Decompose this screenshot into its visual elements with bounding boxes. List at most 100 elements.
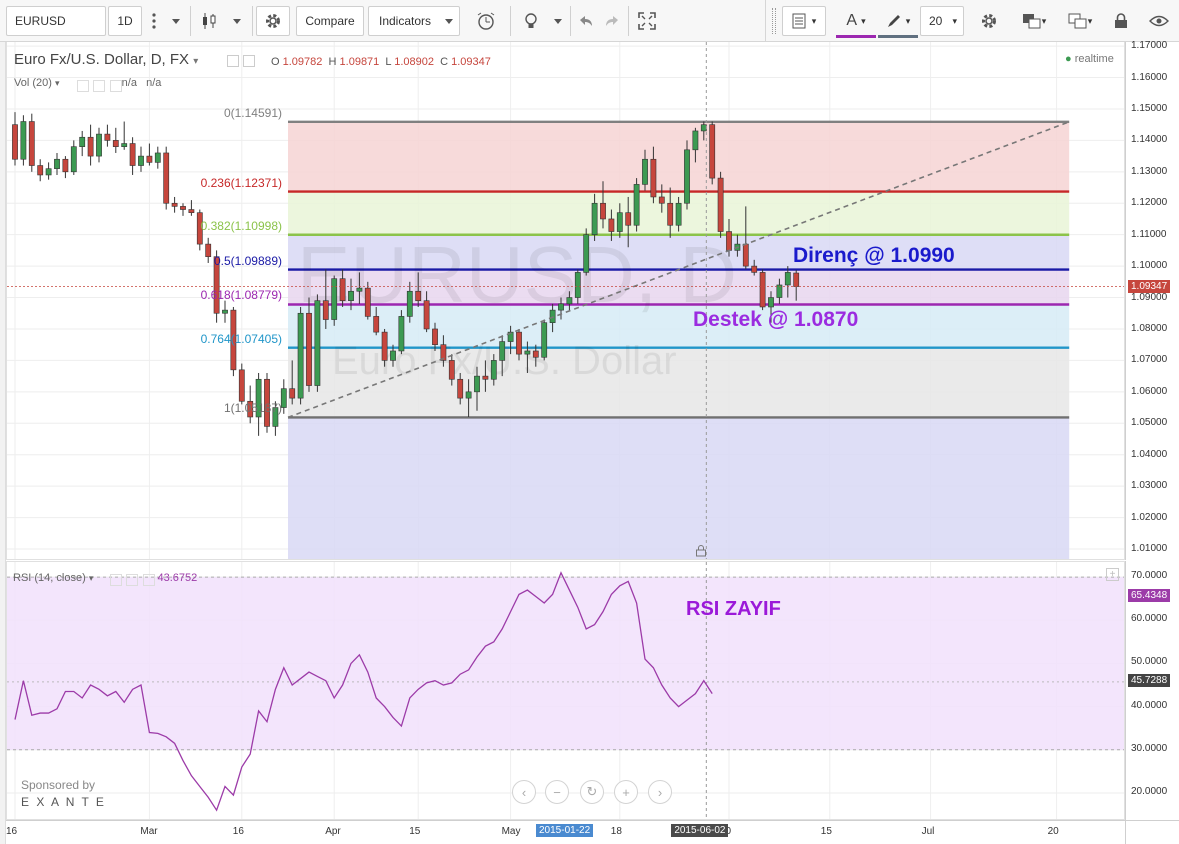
fullscreen-icon[interactable] <box>632 6 662 36</box>
candle-body[interactable] <box>37 165 44 176</box>
candle-body[interactable] <box>213 256 220 314</box>
candle-body[interactable] <box>667 202 674 226</box>
scroll-left-button[interactable]: ‹ <box>512 780 536 804</box>
candle-body[interactable] <box>79 136 86 147</box>
text-color-icon[interactable]: A ▾ <box>836 6 876 38</box>
candle-body[interactable] <box>138 155 144 166</box>
support-annotation[interactable]: Destek @ 1.0870 <box>693 308 859 331</box>
visual-order-icon[interactable]: ▾ <box>1014 6 1054 36</box>
candle-body[interactable] <box>717 177 724 232</box>
compare-button[interactable]: Compare <box>296 6 364 36</box>
candle-body[interactable] <box>759 272 766 308</box>
candle-body[interactable] <box>692 130 699 151</box>
interval-dropdown-caret-icon[interactable] <box>166 6 186 36</box>
candle-body[interactable] <box>129 143 136 166</box>
candle-body[interactable] <box>163 152 170 204</box>
ideas-caret-icon[interactable] <box>548 6 568 36</box>
candle-body[interactable] <box>381 331 388 361</box>
lock-icon[interactable] <box>1106 6 1136 36</box>
candle-body[interactable] <box>264 378 270 427</box>
candle-body[interactable] <box>474 375 480 393</box>
candle-body[interactable] <box>742 243 749 267</box>
candle-body[interactable] <box>625 212 632 226</box>
redo-icon[interactable] <box>600 6 624 36</box>
candle-body[interactable] <box>684 149 690 204</box>
candle-body[interactable] <box>591 202 598 235</box>
candle-body[interactable] <box>70 146 77 173</box>
candle-body[interactable] <box>658 196 665 204</box>
candle-body[interactable] <box>121 143 128 147</box>
candle-body[interactable] <box>465 391 472 399</box>
candle-body[interactable] <box>490 360 497 380</box>
indicators-button[interactable]: Indicators <box>368 6 460 36</box>
candle-body[interactable] <box>272 407 279 427</box>
candle-body[interactable] <box>700 124 707 132</box>
candle-body[interactable] <box>583 234 590 273</box>
candle-body[interactable] <box>406 290 413 317</box>
alert-clock-icon[interactable] <box>466 6 506 36</box>
rsi-chart[interactable] <box>7 562 1125 820</box>
lock-scale-icon[interactable] <box>695 544 707 559</box>
title-caret-icon[interactable]: ▾ <box>193 56 199 67</box>
rsi-line[interactable] <box>14 571 713 812</box>
candle-body[interactable] <box>45 168 52 176</box>
font-size-select[interactable]: 20 ▾ <box>920 6 964 36</box>
candle-body[interactable] <box>482 375 489 380</box>
candle-body[interactable] <box>768 297 774 308</box>
candle-body[interactable] <box>280 388 287 408</box>
candle-body[interactable] <box>171 202 178 207</box>
rsi-settings-icon[interactable] <box>126 574 139 586</box>
line-color-icon[interactable]: ▾ <box>878 6 918 38</box>
candle-body[interactable] <box>532 350 539 358</box>
candle-body[interactable] <box>238 369 245 402</box>
clone-icon[interactable]: ▾ <box>1060 6 1100 36</box>
price-axis[interactable]: 1.17000 1.16000 1.15000 1.14000 1.13000 1.120… <box>1125 40 1179 560</box>
candle-body[interactable] <box>87 136 94 157</box>
candle-body[interactable] <box>440 344 447 361</box>
symbol-search-input[interactable]: EURUSD <box>6 6 106 36</box>
candle-body[interactable] <box>104 133 111 141</box>
candle-body[interactable] <box>558 303 564 311</box>
resistance-annotation[interactable]: Direnç @ 1.0990 <box>793 244 955 267</box>
candle-body[interactable] <box>415 290 422 301</box>
reset-chart-button[interactable]: ↻ <box>580 780 604 804</box>
candle-body[interactable] <box>726 231 732 251</box>
candlestick-icon[interactable] <box>194 6 224 36</box>
candle-body[interactable] <box>306 312 312 386</box>
candle-body[interactable] <box>230 309 237 371</box>
candle-body[interactable] <box>616 212 623 232</box>
candle-body[interactable] <box>793 272 800 287</box>
candle-body[interactable] <box>448 360 455 380</box>
candle-body[interactable] <box>784 272 791 286</box>
candle-body[interactable] <box>289 388 296 399</box>
hide-series-icon[interactable] <box>227 55 239 67</box>
candle-body[interactable] <box>146 155 153 163</box>
series-settings-icon[interactable] <box>243 55 256 67</box>
rsi-remove-icon[interactable] <box>142 574 155 586</box>
drag-handle-icon[interactable] <box>772 8 776 34</box>
volume-remove-icon[interactable] <box>109 80 122 92</box>
candle-body[interactable] <box>314 300 321 386</box>
candle-body[interactable] <box>574 272 581 298</box>
rsi-axis[interactable]: 70.0000 60.0000 50.0000 40.0000 30.0000 20.00… <box>1125 561 1179 820</box>
more-vertical-icon[interactable] <box>144 6 164 36</box>
zoom-out-button[interactable]: − <box>545 780 569 804</box>
volume-hide-icon[interactable] <box>77 80 89 92</box>
candle-body[interactable] <box>541 322 548 358</box>
candle-body[interactable] <box>54 158 60 169</box>
candle-body[interactable] <box>499 341 506 361</box>
candle-body[interactable] <box>457 378 464 399</box>
candle-body[interactable] <box>331 278 338 320</box>
candle-body[interactable] <box>339 278 346 301</box>
rsi-hide-icon[interactable] <box>110 574 122 586</box>
candle-body[interactable] <box>373 316 380 333</box>
candle-body[interactable] <box>600 202 606 220</box>
candle-body[interactable] <box>432 328 438 345</box>
price-pane[interactable]: EURUSD, D Euro Fx/U.S. Dollar Euro Fx/U.S… <box>6 42 1125 560</box>
interval-button[interactable]: 1D <box>108 6 142 36</box>
drawing-settings-gear-icon[interactable] <box>972 6 1006 36</box>
rsi-annotation[interactable]: RSI ZAYIF <box>686 598 781 620</box>
rsi-caret-icon[interactable]: ▾ <box>88 573 94 583</box>
sponsor-logo[interactable]: E X A N T E <box>21 795 106 809</box>
candle-body[interactable] <box>507 331 514 342</box>
